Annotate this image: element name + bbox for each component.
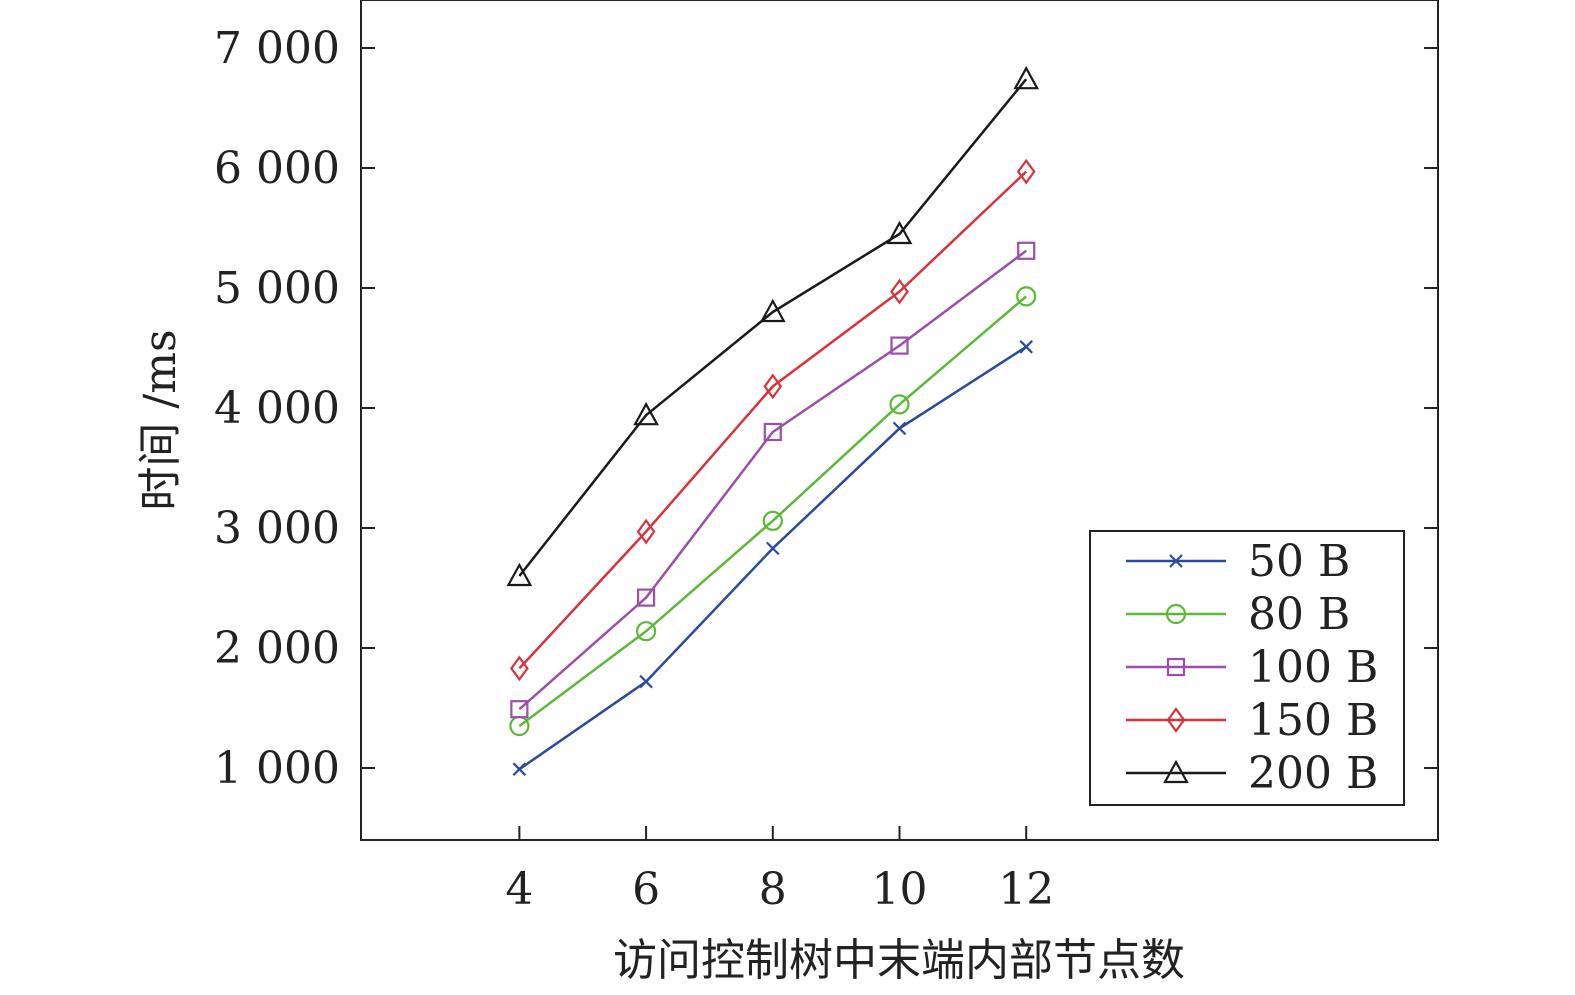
data-point-x-marker: [639, 674, 653, 689]
data-point-circle-marker: [1016, 286, 1037, 307]
y-tick-label: 3 000: [214, 503, 340, 554]
data-point-circle-marker: [762, 510, 783, 531]
x-axis-ticks: 4 6 8 10 12: [505, 826, 1054, 915]
data-point-square-marker: [636, 588, 656, 607]
series-line: [518, 78, 1028, 577]
legend-entry: 80 B: [1126, 589, 1350, 640]
legend-label: 80 B: [1248, 589, 1350, 640]
legend-entry: 50 B: [1126, 536, 1350, 587]
series-line: [518, 345, 1027, 771]
y-axis-title: 时间 /ms: [135, 329, 186, 510]
data-point-circle-marker: [1165, 603, 1187, 625]
x-tick-label: 6: [632, 864, 660, 915]
y-tick-label: 4 000: [214, 383, 340, 434]
x-tick-label: 8: [759, 864, 787, 915]
legend-label: 100 B: [1248, 642, 1378, 693]
x-tick-label: 12: [998, 864, 1054, 915]
data-point-diamond-marker: [636, 518, 656, 545]
marker-stroke: [512, 762, 527, 776]
data-point-diamond-marker: [1166, 707, 1186, 733]
data-point-diamond-marker: [890, 278, 909, 305]
data-point-x-marker: [766, 541, 780, 556]
legend-label: 150 B: [1248, 695, 1378, 746]
data-point-triangle-marker: [759, 298, 786, 323]
x-tick-label: 10: [872, 864, 928, 915]
legend-entry: 100 B: [1126, 642, 1378, 693]
series-line: [518, 170, 1028, 670]
data-point-x-marker: [1019, 340, 1033, 354]
y-tick-label: 2 000: [214, 623, 340, 674]
marker-stroke: [639, 674, 653, 689]
data-point-x-marker: [1169, 554, 1183, 568]
y-axis-ticks: 1 000 2 000 3 000 4 000 5 000 6 000 7 000: [214, 23, 1438, 794]
series-line: [518, 249, 1027, 711]
data-point-triangle-marker: [1163, 759, 1189, 784]
marker-stroke: [892, 421, 907, 436]
series-150b: [510, 158, 1036, 682]
data-point-diamond-marker: [510, 655, 529, 682]
data-point-circle-marker: [635, 621, 657, 642]
series-200b: [506, 65, 1040, 587]
data-point-circle-marker: [889, 394, 910, 415]
data-point-square-marker: [890, 336, 909, 355]
y-tick-label: 6 000: [214, 143, 340, 194]
marker-stroke: [1169, 554, 1183, 568]
marker-stroke: [1019, 340, 1033, 354]
legend-entry: 150 B: [1126, 695, 1378, 746]
data-point-square-marker: [1166, 657, 1186, 677]
data-point-triangle-marker: [633, 401, 659, 426]
series-80b: [509, 286, 1037, 737]
data-point-x-marker: [512, 762, 527, 776]
marker-stroke: [766, 541, 780, 556]
data-point-square-marker: [763, 422, 782, 442]
series-50b: [512, 340, 1033, 776]
series-line: [518, 295, 1028, 728]
y-tick-label: 1 000: [214, 743, 340, 794]
x-tick-label: 4: [505, 864, 533, 915]
data-point-x-marker: [892, 421, 907, 436]
data-point-square-marker: [510, 700, 529, 719]
y-tick-label: 5 000: [214, 263, 340, 314]
legend-label: 50 B: [1248, 536, 1350, 587]
data-point-triangle-marker: [886, 220, 913, 245]
data-point-square-marker: [1017, 241, 1036, 260]
y-tick-label: 7 000: [214, 23, 340, 74]
x-axis-title: 访问控制树中末端内部节点数: [613, 935, 1185, 986]
data-point-diamond-marker: [1016, 158, 1036, 185]
series-layer: [506, 65, 1040, 776]
data-point-diamond-marker: [763, 373, 783, 400]
legend-entry: 200 B: [1126, 748, 1378, 799]
legend-label: 200 B: [1248, 748, 1378, 799]
data-point-triangle-marker: [1013, 65, 1040, 90]
series-100b: [510, 241, 1036, 719]
data-point-triangle-marker: [506, 562, 533, 587]
